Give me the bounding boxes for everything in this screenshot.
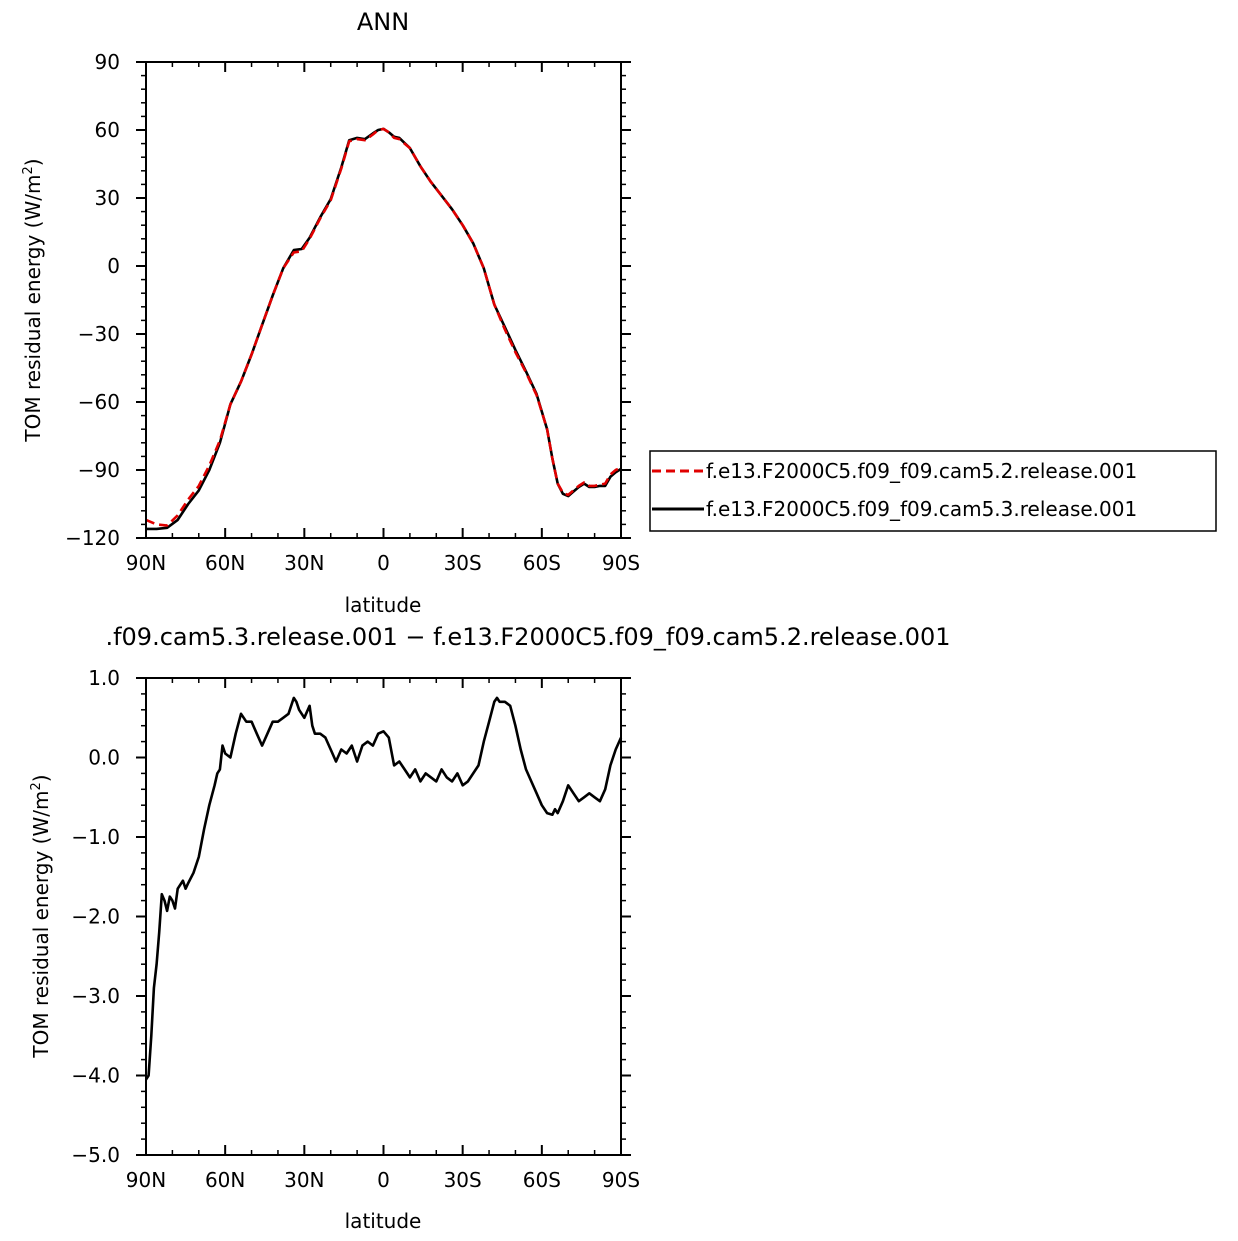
x-axis-title: latitude (345, 593, 422, 617)
x-tick-label: 90N (126, 551, 166, 575)
y-tick-label: −60 (78, 390, 120, 414)
series-layer (144, 696, 623, 1081)
legend-box (649, 450, 1217, 532)
plot-frame (145, 677, 622, 1156)
y-axis-title: TOM residual energy (W/m2) (29, 774, 53, 1058)
series-line-1 (146, 127, 622, 531)
y-tick-label: 0 (107, 254, 120, 278)
y-tick-label: 60 (95, 118, 120, 142)
chart-title: .f09.cam5.3.release.001 − f.e13.F2000C5.… (105, 623, 950, 651)
x-tick-label: 30N (284, 1168, 324, 1192)
x-tick-label: 0 (377, 551, 390, 575)
x-tick-label: 30S (444, 1168, 482, 1192)
x-tick-label: 30S (444, 551, 482, 575)
y-tick-label: 90 (95, 50, 120, 74)
tick-labels: 90N 60N 30N 0 30S 60S 90S 90 60 30 0 −30 −60 −90 −120 (65, 50, 640, 575)
axis-ticks (136, 677, 631, 1156)
y-axis-title: TOM residual energy (W/m2) (21, 158, 45, 442)
y-tick-label: −2.0 (71, 905, 120, 929)
chart-panel-difference: .f09.cam5.3.release.001 − f.e13.F2000C5.… (29, 623, 951, 1233)
x-tick-label: 90S (602, 1168, 640, 1192)
x-tick-label: 90S (602, 551, 640, 575)
x-tick-label: 60S (523, 1168, 561, 1192)
plot-frame (145, 61, 622, 539)
y-tick-label: −120 (65, 526, 120, 550)
y-tick-label: −4.0 (71, 1064, 120, 1088)
x-tick-label: 60N (205, 1168, 245, 1192)
y-tick-label: 1.0 (88, 666, 120, 690)
y-tick-label: −90 (78, 458, 120, 482)
x-tick-label: 60N (205, 551, 245, 575)
x-tick-label: 60S (523, 551, 561, 575)
y-tick-label: −1.0 (71, 825, 120, 849)
series-line-0 (145, 127, 622, 527)
legend-label-cam5-2: f.e13.F2000C5.f09_f09.cam5.2.release.001 (706, 459, 1137, 483)
legend-label-cam5-3: f.e13.F2000C5.f09_f09.cam5.3.release.001 (706, 497, 1137, 521)
legend: f.e13.F2000C5.f09_f09.cam5.2.release.001… (649, 450, 1217, 532)
tick-labels: 90N 60N 30N 0 30S 60S 90S 1.0 0.0 −1.0 −2.0 −3.0 −4.… (71, 666, 640, 1192)
y-tick-label: 0.0 (88, 746, 120, 770)
y-tick-label: 30 (95, 186, 120, 210)
x-tick-label: 90N (126, 1168, 166, 1192)
y-tick-label: −3.0 (71, 984, 120, 1008)
x-tick-label: 0 (377, 1168, 390, 1192)
series-line-0 (144, 696, 623, 1081)
x-axis-title: latitude (345, 1209, 422, 1233)
chart-title: ANN (357, 8, 409, 36)
x-tick-label: 30N (284, 551, 324, 575)
y-tick-label: −5.0 (71, 1143, 120, 1167)
y-tick-label: −30 (78, 322, 120, 346)
series-layer (145, 127, 622, 531)
chart-panel-annual: ANN 90N 60N 30N 0 30S 60S 90S 90 60 30 0 −30 −60 −90 −… (21, 8, 640, 617)
